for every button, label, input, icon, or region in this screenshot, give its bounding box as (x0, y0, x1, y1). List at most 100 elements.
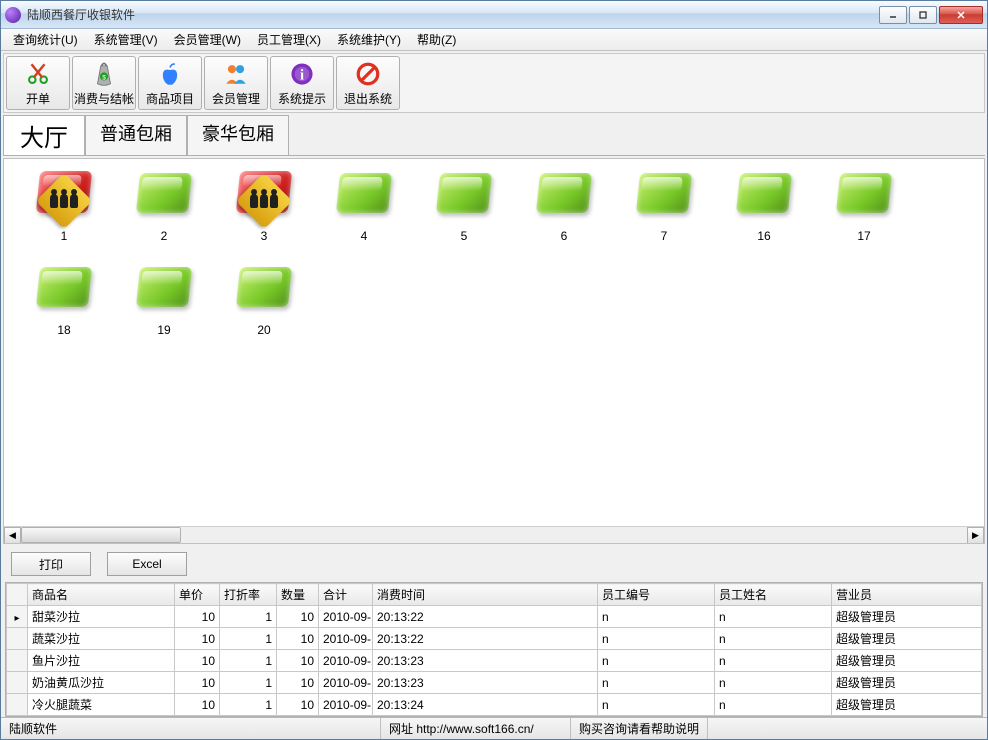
folder-free-icon (136, 263, 192, 311)
menu-item-1[interactable]: 系统管理(V) (86, 29, 166, 50)
room-label: 5 (461, 229, 468, 243)
cell-empno: n (598, 650, 715, 672)
room-item-4[interactable]: 4 (314, 169, 414, 259)
folder-free-icon (536, 169, 592, 217)
scroll-track[interactable] (21, 527, 967, 543)
toolbar: 开单$消费与结帐商品项目会员管理i系统提示退出系统 (6, 56, 982, 110)
room-label: 19 (157, 323, 170, 337)
cell-price: 10 (175, 672, 220, 694)
cell-qty: 10 (277, 606, 319, 628)
cell-empname: n (715, 694, 832, 716)
print-button[interactable]: 打印 (11, 552, 91, 576)
folder-free-icon (636, 169, 692, 217)
menu-item-5[interactable]: 帮助(Z) (409, 29, 464, 50)
col-header-4[interactable]: 合计 (319, 584, 373, 606)
menu-item-4[interactable]: 系统维护(Y) (329, 29, 409, 50)
people-icon (222, 60, 250, 88)
room-tab-0[interactable]: 大厅 (3, 115, 85, 155)
cell-time: 20:13:22 (373, 628, 598, 650)
cell-price: 10 (175, 606, 220, 628)
apple-icon (156, 60, 184, 88)
col-header-0[interactable]: 商品名 (28, 584, 175, 606)
room-label: 1 (61, 229, 68, 243)
menu-item-0[interactable]: 查询统计(U) (5, 29, 86, 50)
cell-time: 20:13:24 (373, 694, 598, 716)
tool-apple-button[interactable]: 商品项目 (138, 56, 202, 110)
tool-people-button[interactable]: 会员管理 (204, 56, 268, 110)
room-label: 2 (161, 229, 168, 243)
room-item-5[interactable]: 5 (414, 169, 514, 259)
room-label: 7 (661, 229, 668, 243)
status-mid: 网址 http://www.soft166.cn/ (381, 718, 571, 739)
folder-free-icon (236, 263, 292, 311)
table-row[interactable]: 蔬菜沙拉 10 1 10 2010-09-18 20:13:22 n n 超级管… (7, 628, 982, 650)
room-label: 18 (57, 323, 70, 337)
scroll-right-button[interactable]: ▶ (967, 527, 984, 544)
maximize-button[interactable] (909, 6, 937, 24)
room-item-7[interactable]: 7 (614, 169, 714, 259)
room-item-6[interactable]: 6 (514, 169, 614, 259)
menu-item-3[interactable]: 员工管理(X) (249, 29, 329, 50)
app-window: 陆顺西餐厅收银软件 查询统计(U)系统管理(V)会员管理(W)员工管理(X)系统… (0, 0, 988, 740)
cell-empname: n (715, 606, 832, 628)
tool-moneybag-button[interactable]: $消费与结帐 (72, 56, 136, 110)
folder-free-icon (436, 169, 492, 217)
cell-name: 冷火腿蔬菜 (28, 694, 175, 716)
col-header-3[interactable]: 数量 (277, 584, 319, 606)
scroll-left-button[interactable]: ◀ (4, 527, 21, 544)
tool-info-button[interactable]: i系统提示 (270, 56, 334, 110)
col-header-1[interactable]: 单价 (175, 584, 220, 606)
scroll-thumb[interactable] (21, 527, 181, 543)
tool-scissors-button[interactable]: 开单 (6, 56, 70, 110)
cell-oper: 超级管理员 (832, 606, 982, 628)
tool-label: 商品项目 (146, 90, 194, 107)
table-row[interactable]: 冷火腿蔬菜 10 1 10 2010-09-18 20:13:24 n n 超级… (7, 694, 982, 716)
cell-qty: 10 (277, 628, 319, 650)
cell-total: 2010-09-18 (319, 650, 373, 672)
col-header-7[interactable]: 员工姓名 (715, 584, 832, 606)
room-tabs: 大厅普通包厢豪华包厢 (3, 115, 985, 156)
excel-button[interactable]: Excel (107, 552, 187, 576)
room-item-17[interactable]: 17 (814, 169, 914, 259)
room-item-2[interactable]: 2 (114, 169, 214, 259)
cell-price: 10 (175, 650, 220, 672)
tool-label: 退出系统 (344, 90, 392, 107)
folder-free-icon (836, 169, 892, 217)
folder-occupied-icon (236, 169, 292, 219)
col-header-5[interactable]: 消费时间 (373, 584, 598, 606)
cell-price: 10 (175, 628, 220, 650)
table-row[interactable]: 甜菜沙拉 10 1 10 2010-09-18 20:13:22 n n 超级管… (7, 606, 982, 628)
room-item-3[interactable]: 3 (214, 169, 314, 259)
action-bar: 打印 Excel (1, 546, 987, 582)
folder-occupied-icon (36, 169, 92, 219)
status-right: 购买咨询请看帮助说明 (571, 718, 708, 739)
room-item-20[interactable]: 20 (214, 263, 314, 353)
menu-item-2[interactable]: 会员管理(W) (166, 29, 249, 50)
room-label: 16 (757, 229, 770, 243)
cell-disc: 1 (220, 628, 277, 650)
table-row[interactable]: 奶油黄瓜沙拉 10 1 10 2010-09-18 20:13:23 n n 超… (7, 672, 982, 694)
col-header-6[interactable]: 员工编号 (598, 584, 715, 606)
cell-empno: n (598, 672, 715, 694)
room-item-18[interactable]: 18 (14, 263, 114, 353)
room-item-19[interactable]: 19 (114, 263, 214, 353)
room-tab-1[interactable]: 普通包厢 (85, 115, 187, 155)
cell-empname: n (715, 672, 832, 694)
tool-forbid-button[interactable]: 退出系统 (336, 56, 400, 110)
room-item-16[interactable]: 16 (714, 169, 814, 259)
col-header-2[interactable]: 打折率 (220, 584, 277, 606)
folder-free-icon (36, 263, 92, 311)
table-row[interactable]: 鱼片沙拉 10 1 10 2010-09-18 20:13:23 n n 超级管… (7, 650, 982, 672)
horizontal-scrollbar[interactable]: ◀ ▶ (4, 526, 984, 543)
room-item-1[interactable]: 1 (14, 169, 114, 259)
cell-empno: n (598, 606, 715, 628)
status-left: 陆顺软件 (1, 718, 381, 739)
data-grid: 商品名单价打折率数量合计消费时间员工编号员工姓名营业员 甜菜沙拉 10 1 10… (5, 582, 983, 717)
close-button[interactable] (939, 6, 983, 24)
minimize-button[interactable] (879, 6, 907, 24)
room-tab-2[interactable]: 豪华包厢 (187, 115, 289, 155)
cell-name: 甜菜沙拉 (28, 606, 175, 628)
cell-time: 20:13:23 (373, 672, 598, 694)
cell-disc: 1 (220, 672, 277, 694)
col-header-8[interactable]: 营业员 (832, 584, 982, 606)
